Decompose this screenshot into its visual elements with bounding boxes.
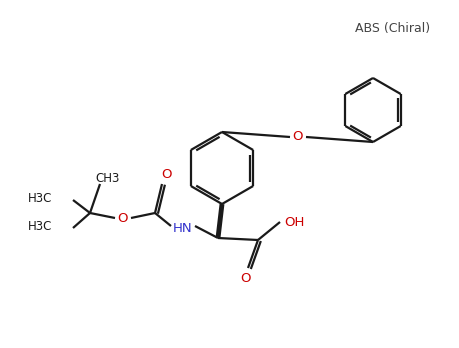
Text: HN: HN	[173, 221, 192, 235]
Text: O: O	[118, 213, 128, 226]
Text: H3C: H3C	[28, 192, 52, 206]
Text: O: O	[292, 130, 302, 143]
Text: H3C: H3C	[28, 221, 52, 234]
Text: ABS (Chiral): ABS (Chiral)	[354, 22, 429, 35]
Text: O: O	[240, 271, 251, 285]
Text: CH3: CH3	[95, 172, 120, 184]
Text: OH: OH	[283, 215, 303, 229]
Text: O: O	[162, 168, 172, 182]
